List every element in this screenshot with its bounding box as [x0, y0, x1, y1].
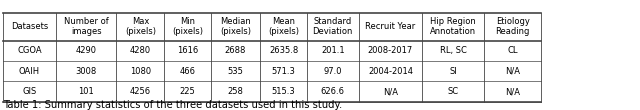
Text: 201.1: 201.1 [321, 46, 344, 55]
Text: 466: 466 [179, 67, 196, 76]
Text: SC: SC [447, 87, 459, 96]
Text: 626.6: 626.6 [321, 87, 345, 96]
Text: Standard
Deviation: Standard Deviation [312, 17, 353, 36]
Text: N/A: N/A [505, 67, 520, 76]
Text: Max
(pixels): Max (pixels) [125, 17, 156, 36]
Text: 4280: 4280 [130, 46, 151, 55]
Text: 2004-2014: 2004-2014 [368, 67, 413, 76]
Text: CL: CL [508, 46, 518, 55]
Text: 535: 535 [228, 67, 243, 76]
Text: 4256: 4256 [130, 87, 151, 96]
Text: 1616: 1616 [177, 46, 198, 55]
Text: CGOA: CGOA [17, 46, 42, 55]
Text: Mean
(pixels): Mean (pixels) [268, 17, 299, 36]
Text: GIS: GIS [22, 87, 36, 96]
Text: 4290: 4290 [76, 46, 97, 55]
Text: 2688: 2688 [225, 46, 246, 55]
Text: 258: 258 [228, 87, 243, 96]
Text: 225: 225 [180, 87, 195, 96]
Text: 97.0: 97.0 [324, 67, 342, 76]
Text: OAIH: OAIH [19, 67, 40, 76]
Text: Table 1: Summary statistics of the three datasets used in this study.: Table 1: Summary statistics of the three… [3, 100, 342, 109]
Text: 101: 101 [78, 87, 94, 96]
Text: 2635.8: 2635.8 [269, 46, 298, 55]
Text: Etiology
Reading: Etiology Reading [495, 17, 530, 36]
Text: Recruit Year: Recruit Year [365, 22, 415, 31]
Text: 1080: 1080 [130, 67, 151, 76]
Text: N/A: N/A [505, 87, 520, 96]
Text: Hip Region
Annotation: Hip Region Annotation [430, 17, 476, 36]
Text: 515.3: 515.3 [271, 87, 296, 96]
Text: Median
(pixels): Median (pixels) [220, 17, 251, 36]
Text: 571.3: 571.3 [271, 67, 296, 76]
Text: Number of
images: Number of images [64, 17, 108, 36]
Text: SI: SI [449, 67, 457, 76]
Text: 2008-2017: 2008-2017 [368, 46, 413, 55]
Text: RL, SC: RL, SC [440, 46, 467, 55]
Text: Min
(pixels): Min (pixels) [172, 17, 203, 36]
Text: Datasets: Datasets [11, 22, 48, 31]
Text: 3008: 3008 [76, 67, 97, 76]
Text: N/A: N/A [383, 87, 398, 96]
